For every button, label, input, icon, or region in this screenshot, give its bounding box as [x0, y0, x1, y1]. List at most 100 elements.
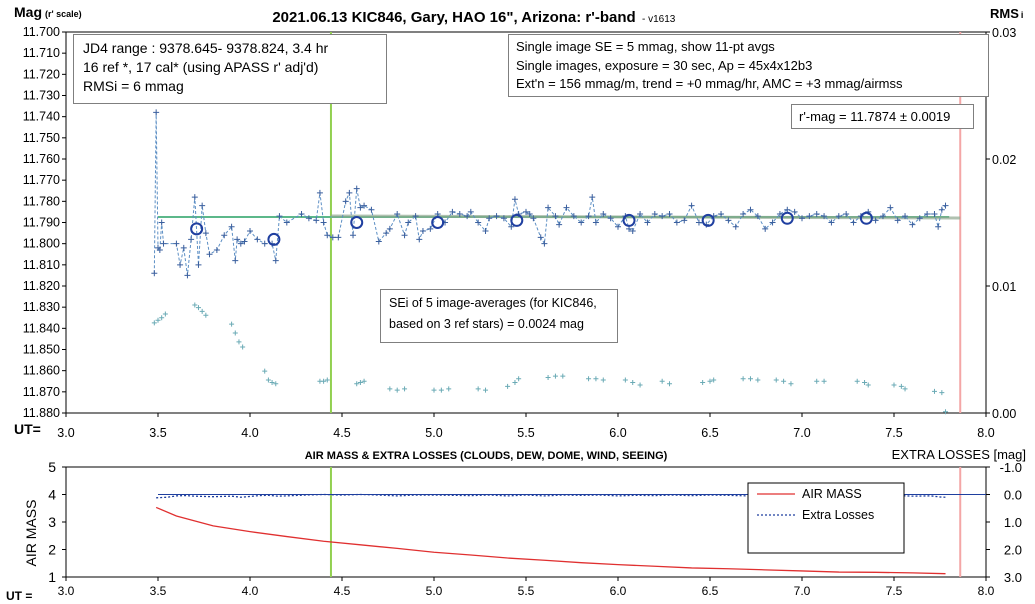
single-image-point: [206, 251, 213, 258]
y-tick-label: 11.780: [23, 194, 60, 208]
single-image-point: [523, 208, 529, 215]
rms-point: [324, 377, 330, 383]
airmass-x-tick-label: 3.0: [58, 584, 75, 598]
single-image-point: [828, 219, 835, 226]
y2-axis-label: RMS i: [990, 6, 1023, 21]
single-image-point: [545, 204, 552, 211]
y-tick-label: 11.850: [23, 343, 60, 357]
single-image-point: [305, 215, 312, 222]
single-image-point: [769, 219, 776, 226]
y-tick-label: 11.730: [23, 89, 60, 103]
single-image-point: [173, 240, 180, 247]
x-tick-label: 4.0: [241, 426, 258, 440]
rms-point: [269, 380, 275, 386]
single-image-point: [153, 109, 160, 116]
single-image-point: [500, 215, 507, 222]
single-image-point: [283, 219, 290, 226]
single-image-point: [843, 211, 850, 218]
rms-point: [740, 376, 746, 382]
single-image-point: [541, 240, 548, 247]
single-image-point: [570, 213, 577, 220]
single-image-point: [924, 211, 931, 218]
single-image-point: [511, 196, 518, 203]
rms-point: [939, 390, 945, 396]
single-image-point: [552, 213, 559, 220]
average-point: [510, 213, 524, 227]
airmass-x-tick-label: 7.0: [794, 584, 811, 598]
average-point: [622, 213, 636, 227]
single-image-point: [747, 206, 754, 213]
rms-point: [229, 321, 235, 327]
single-image-point: [835, 213, 842, 220]
single-image-line: [153, 112, 946, 276]
single-image-point: [324, 232, 331, 239]
rms-point: [586, 376, 592, 382]
rms-point: [273, 381, 279, 387]
rms-point: [711, 377, 717, 383]
single-image-point: [350, 232, 357, 239]
single-image-point: [184, 272, 191, 279]
rms-point: [943, 409, 949, 415]
rms-point: [854, 378, 860, 384]
rms-point: [545, 374, 551, 380]
x-tick-label: 3.0: [57, 426, 74, 440]
single-image-point: [754, 213, 761, 220]
single-image-point: [681, 217, 688, 224]
single-image-point: [232, 257, 239, 264]
sei-annotation: SEi of 5 image-averages (for KIC846, bas…: [380, 289, 618, 343]
rms-point: [155, 317, 161, 323]
average-point: [701, 213, 715, 227]
average-point: [267, 232, 281, 246]
info-line: RMSi = 6 mmag: [83, 78, 184, 94]
y-tick-label: 11.830: [23, 300, 60, 314]
air-mass-axis-label: AIR MASS: [23, 500, 39, 567]
rms-point: [262, 368, 268, 374]
single-image-point: [688, 202, 695, 209]
average-point: [431, 216, 445, 229]
y2-tick-label: 0.03: [992, 26, 1016, 40]
single-image-point: [195, 261, 202, 268]
info-box-right: Single image SE = 5 mmag, show 11-pt avg…: [508, 34, 989, 97]
single-image-point: [718, 211, 725, 218]
rms-point: [387, 386, 393, 392]
rms-point: [236, 339, 242, 345]
y-tick-label: 11.700: [23, 25, 60, 39]
x-tick-label: 8.0: [977, 426, 994, 440]
rms-point: [781, 378, 787, 384]
rms-point: [199, 308, 205, 314]
rms-point: [446, 386, 452, 392]
average-point: [859, 211, 873, 225]
single-image-point: [427, 225, 434, 232]
airmass-x-tick-label: 6.5: [702, 584, 719, 598]
rms-point: [394, 387, 400, 393]
single-image-point: [872, 217, 879, 224]
y-tick-label: 11.840: [23, 321, 60, 335]
average-point: [350, 216, 364, 229]
single-image-point: [188, 236, 195, 243]
single-image-point: [329, 234, 336, 241]
legend-box: [747, 482, 905, 554]
rms-point: [600, 377, 606, 383]
single-image-point: [234, 236, 241, 243]
airmass-x-tick-label: 7.5: [886, 584, 903, 598]
y-tick-label: 11.720: [23, 67, 60, 81]
single-image-point: [651, 211, 658, 218]
info-box-left: JD4 range : 9378.645- 9378.824, 3.4 hr 1…: [73, 34, 387, 104]
y-tick-label: 11.810: [23, 258, 60, 272]
single-image-point: [237, 240, 244, 247]
single-image-point: [316, 189, 323, 196]
airmass-y-tick-label: 1: [48, 569, 56, 585]
single-image-point: [313, 217, 320, 224]
rms-point: [159, 315, 165, 321]
airmass-x-axis-label: UT =: [6, 589, 32, 603]
single-image-point: [202, 230, 209, 237]
y-tick-label: 11.750: [23, 131, 60, 145]
airmass-x-tick-label: 6.0: [610, 584, 627, 598]
single-image-point: [909, 221, 916, 228]
single-image-point: [361, 202, 368, 209]
single-image-point: [342, 198, 349, 205]
rms-point: [402, 386, 408, 392]
single-image-point: [762, 225, 769, 232]
single-image-point: [272, 257, 279, 264]
single-image-point: [902, 213, 909, 220]
